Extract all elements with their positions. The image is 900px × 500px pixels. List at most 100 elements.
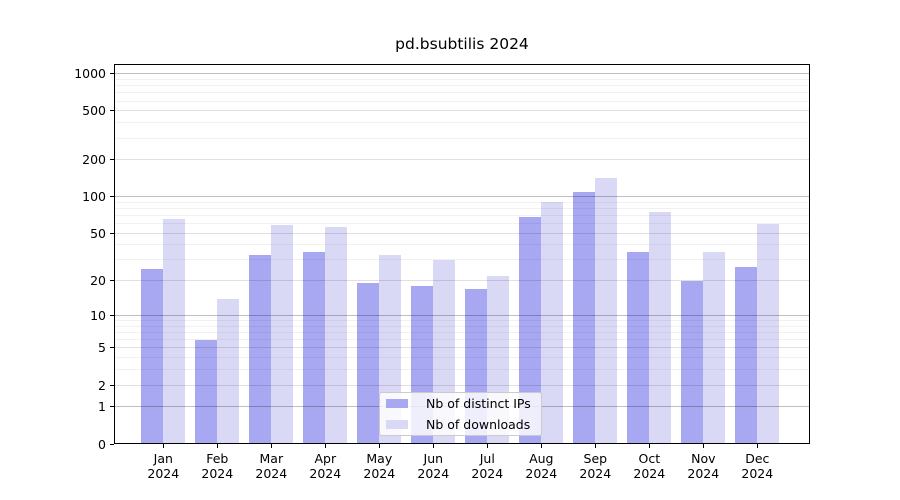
- x-label-month: Jun: [423, 451, 444, 466]
- bar-distinct-ips-mar: [249, 255, 272, 444]
- x-tick-label-nov: Nov 2024: [673, 451, 733, 481]
- y-tick-0: [110, 443, 114, 445]
- x-tick-label-aug: Aug 2024: [511, 451, 571, 481]
- y-tick-100: [110, 196, 114, 198]
- x-label-month: Dec: [745, 451, 770, 466]
- bar-distinct-ips-sep: [573, 191, 596, 444]
- x-tick-sep: [594, 444, 596, 448]
- y-tick-5: [110, 347, 114, 349]
- x-tick-label-sep: Sep 2024: [565, 451, 625, 481]
- x-tick-jul: [486, 444, 488, 448]
- y-tick-10: [110, 314, 114, 316]
- y-tick-500: [110, 110, 114, 112]
- bar-downloads-mar: [271, 225, 294, 444]
- x-label-month: Apr: [314, 451, 337, 466]
- bar-distinct-ips-dec: [735, 267, 758, 444]
- x-label-month: May: [366, 451, 393, 466]
- x-tick-apr: [324, 444, 326, 448]
- y-tick-label-1000: 1000: [74, 66, 106, 82]
- y-tick-label-100: 100: [82, 189, 106, 205]
- x-tick-label-feb: Feb 2024: [187, 451, 247, 481]
- y-tick-label-500: 500: [82, 103, 106, 119]
- plot-area: Nb of distinct IPs Nb of downloads: [114, 64, 810, 444]
- x-label-month: Sep: [583, 451, 608, 466]
- y-tick-20: [110, 280, 114, 282]
- x-tick-jan: [162, 444, 164, 448]
- bar-distinct-ips-oct: [627, 251, 650, 444]
- x-label-year: 2024: [147, 466, 180, 481]
- x-tick-label-apr: Apr 2024: [295, 451, 355, 481]
- x-label-year: 2024: [255, 466, 288, 481]
- bar-downloads-sep: [595, 177, 618, 444]
- legend-item-downloads: Nb of downloads: [386, 414, 541, 435]
- x-label-year: 2024: [309, 466, 342, 481]
- bar-distinct-ips-may: [357, 283, 380, 444]
- x-label-month: Oct: [638, 451, 661, 466]
- x-label-year: 2024: [201, 466, 234, 481]
- y-tick-label-0: 0: [98, 436, 106, 452]
- x-label-year: 2024: [741, 466, 774, 481]
- bar-distinct-ips-apr: [303, 251, 326, 444]
- y-tick-label-1: 1: [98, 399, 106, 415]
- x-label-month: Mar: [259, 451, 284, 466]
- x-tick-label-mar: Mar 2024: [241, 451, 301, 481]
- x-tick-label-jan: Jan 2024: [133, 451, 193, 481]
- bar-distinct-ips-feb: [195, 339, 218, 444]
- x-tick-label-may: May 2024: [349, 451, 409, 481]
- y-tick-1: [110, 406, 114, 408]
- bar-downloads-oct: [649, 211, 672, 444]
- x-label-year: 2024: [471, 466, 504, 481]
- x-label-month: Aug: [529, 451, 554, 466]
- y-tick-label-200: 200: [82, 152, 106, 168]
- x-tick-aug: [540, 444, 542, 448]
- y-tick-label-50: 50: [90, 225, 106, 241]
- y-tick-2: [110, 384, 114, 386]
- x-tick-label-jul: Jul 2024: [457, 451, 517, 481]
- x-tick-label-jun: Jun 2024: [403, 451, 463, 481]
- bars-layer: [114, 64, 810, 444]
- bar-downloads-jan: [163, 219, 186, 444]
- x-tick-oct: [648, 444, 650, 448]
- y-tick-200: [110, 159, 114, 161]
- bar-downloads-apr: [325, 227, 348, 444]
- bar-distinct-ips-aug: [519, 217, 542, 444]
- bar-downloads-dec: [757, 223, 780, 444]
- x-label-month: Jul: [479, 451, 495, 466]
- x-tick-nov: [702, 444, 704, 448]
- x-label-year: 2024: [525, 466, 558, 481]
- legend-swatch-downloads: [386, 420, 408, 429]
- x-tick-dec: [756, 444, 758, 448]
- x-label-month: Nov: [691, 451, 716, 466]
- x-tick-mar: [270, 444, 272, 448]
- legend: Nb of distinct IPs Nb of downloads: [379, 392, 542, 436]
- x-label-month: Jan: [153, 451, 173, 466]
- legend-label-downloads: Nb of downloads: [426, 417, 531, 432]
- bar-distinct-ips-nov: [681, 280, 704, 444]
- x-label-month: Feb: [206, 451, 229, 466]
- y-tick-label-5: 5: [98, 340, 106, 356]
- y-tick-label-10: 10: [90, 307, 106, 323]
- x-label-year: 2024: [687, 466, 720, 481]
- legend-item-distinct-ips: Nb of distinct IPs: [386, 393, 541, 414]
- bar-downloads-feb: [217, 298, 240, 444]
- legend-label-distinct-ips: Nb of distinct IPs: [426, 396, 531, 411]
- bar-downloads-nov: [703, 251, 726, 444]
- x-label-year: 2024: [633, 466, 666, 481]
- x-tick-label-dec: Dec 2024: [727, 451, 787, 481]
- y-tick-label-2: 2: [98, 377, 106, 393]
- x-tick-jun: [432, 444, 434, 448]
- x-label-year: 2024: [417, 466, 450, 481]
- x-tick-label-oct: Oct 2024: [619, 451, 679, 481]
- x-tick-may: [378, 444, 380, 448]
- x-tick-feb: [216, 444, 218, 448]
- chart-title: pd.bsubtilis 2024: [395, 35, 529, 53]
- x-label-year: 2024: [363, 466, 396, 481]
- y-tick-label-20: 20: [90, 273, 106, 289]
- y-tick-1000: [110, 73, 114, 75]
- legend-swatch-distinct-ips: [386, 399, 408, 408]
- x-label-year: 2024: [579, 466, 612, 481]
- y-tick-50: [110, 232, 114, 234]
- bar-distinct-ips-jan: [141, 269, 164, 444]
- bar-downloads-aug: [541, 202, 564, 444]
